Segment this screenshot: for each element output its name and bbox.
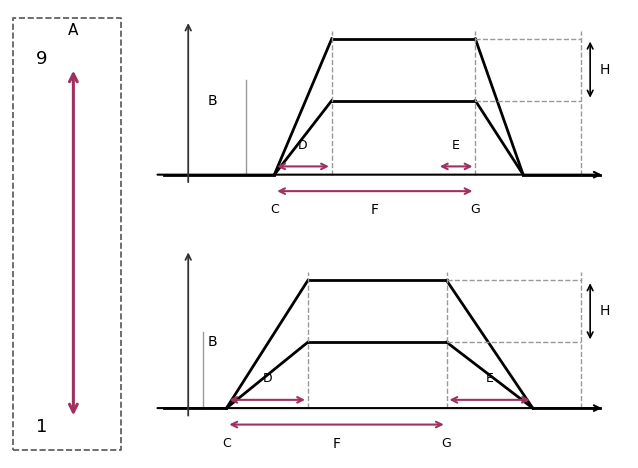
Text: C: C (270, 204, 279, 217)
Text: G: G (470, 204, 480, 217)
Text: 1: 1 (36, 418, 47, 436)
Text: F: F (371, 204, 379, 218)
Text: G: G (441, 437, 452, 450)
Text: D: D (298, 139, 308, 152)
Text: B: B (207, 94, 217, 108)
Text: 9: 9 (36, 50, 47, 68)
Text: A: A (68, 23, 78, 38)
Text: B: B (207, 335, 217, 349)
Text: F: F (332, 437, 341, 451)
Text: D: D (262, 373, 272, 386)
Text: E: E (452, 139, 460, 152)
Text: E: E (486, 373, 494, 386)
Text: H: H (600, 304, 610, 318)
Text: C: C (222, 437, 231, 450)
Text: H: H (600, 63, 610, 77)
